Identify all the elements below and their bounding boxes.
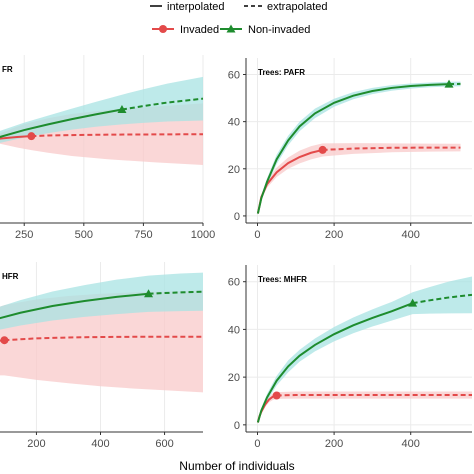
panel-hfr: 200 400 600 HFR (0, 262, 203, 450)
legend-invaded-marker (159, 25, 167, 33)
interpolated-line-noninvaded (256, 302, 413, 423)
interpolated-line-noninvaded (0, 292, 149, 320)
extrapolated-line-noninvaded (121, 97, 203, 111)
interpolated-line-noninvaded (0, 108, 123, 138)
plot-area (256, 276, 472, 423)
x-tick-label: 400 (402, 438, 420, 450)
observed-point-noninvaded (144, 289, 154, 298)
x-tick-label: 1000 (191, 229, 215, 241)
x-tick-label: 200 (325, 438, 343, 450)
y-tick-label: 20 (228, 164, 240, 176)
legend-noninvaded-label: Non-invaded (248, 24, 310, 36)
extrapolated-line-invaded (31, 133, 203, 138)
axes: 0 200 400 0 20 40 60 (228, 265, 472, 450)
confidence-band-invaded (257, 391, 472, 423)
legend-noninvaded-marker (226, 24, 236, 33)
x-tick-label: 500 (75, 229, 93, 241)
legend-line-type: interpolated extrapolated (150, 1, 328, 13)
axes: 250 500 750 1000 (0, 222, 215, 241)
observed-point-invaded (318, 145, 327, 154)
plot-area (0, 76, 203, 165)
x-tick-label: 250 (15, 229, 33, 241)
panel-title: Trees: PAFR (258, 68, 305, 77)
y-tick-label: 60 (228, 277, 240, 289)
x-tick-label: 400 (91, 438, 109, 450)
interpolated-line-noninvaded (256, 83, 450, 214)
panel-title: Trees: MHFR (258, 275, 307, 284)
x-tick-label: 200 (27, 438, 45, 450)
observed-point-invaded (272, 391, 281, 400)
observed-point-noninvaded (444, 79, 454, 88)
observed-point-invaded (27, 132, 36, 141)
legend-interpolated-label: interpolated (167, 1, 225, 13)
plot-area (0, 272, 203, 393)
panel-fr: 250 500 750 1000 FR (0, 55, 215, 241)
panel-trees-mhfr: 0 200 400 0 20 40 60 Trees: MHFR (228, 265, 472, 450)
extrapolated-line-invaded (4, 335, 203, 342)
observed-point-noninvaded (408, 298, 418, 307)
plot-area (256, 79, 461, 214)
confidence-band-noninvaded (0, 76, 203, 143)
x-tick-label: 400 (402, 229, 420, 241)
legend: interpolated extrapolated Invaded Non-in… (150, 1, 328, 36)
legend-invaded-label: Invaded (180, 24, 219, 36)
axes: 200 400 600 (0, 431, 203, 450)
axes: 0 200 400 0 20 40 60 (228, 58, 472, 241)
observed-point-invaded (0, 336, 9, 345)
confidence-band-invaded (257, 143, 461, 214)
x-tick-label: 600 (155, 438, 173, 450)
x-tick-label: 750 (134, 229, 152, 241)
y-tick-label: 0 (234, 211, 240, 223)
extrapolated-line-noninvaded (148, 290, 203, 295)
y-tick-label: 40 (228, 117, 240, 129)
extrapolated-line-noninvaded (412, 293, 472, 305)
extrapolated-line-invaded (322, 146, 461, 151)
y-tick-label: 0 (234, 420, 240, 432)
panel-title: FR (2, 65, 13, 74)
y-tick-label: 40 (228, 324, 240, 336)
observed-point-noninvaded (117, 105, 127, 114)
legend-extrapolated-label: extrapolated (267, 1, 328, 13)
y-tick-label: 60 (228, 70, 240, 82)
panel-title: HFR (2, 272, 19, 281)
confidence-band-noninvaded (0, 272, 203, 330)
x-tick-label: 0 (254, 438, 260, 450)
confidence-band-noninvaded (257, 276, 472, 423)
y-tick-label: 20 (228, 372, 240, 384)
x-tick-label: 200 (325, 229, 343, 241)
x-tick-label: 0 (254, 229, 260, 241)
x-axis-label: Number of individuals (179, 459, 294, 473)
confidence-band-noninvaded (257, 81, 461, 214)
panel-trees-pafr: 0 200 400 0 20 40 60 Trees: PAFR (228, 58, 472, 241)
legend-group: Invaded Non-invaded (152, 24, 310, 36)
